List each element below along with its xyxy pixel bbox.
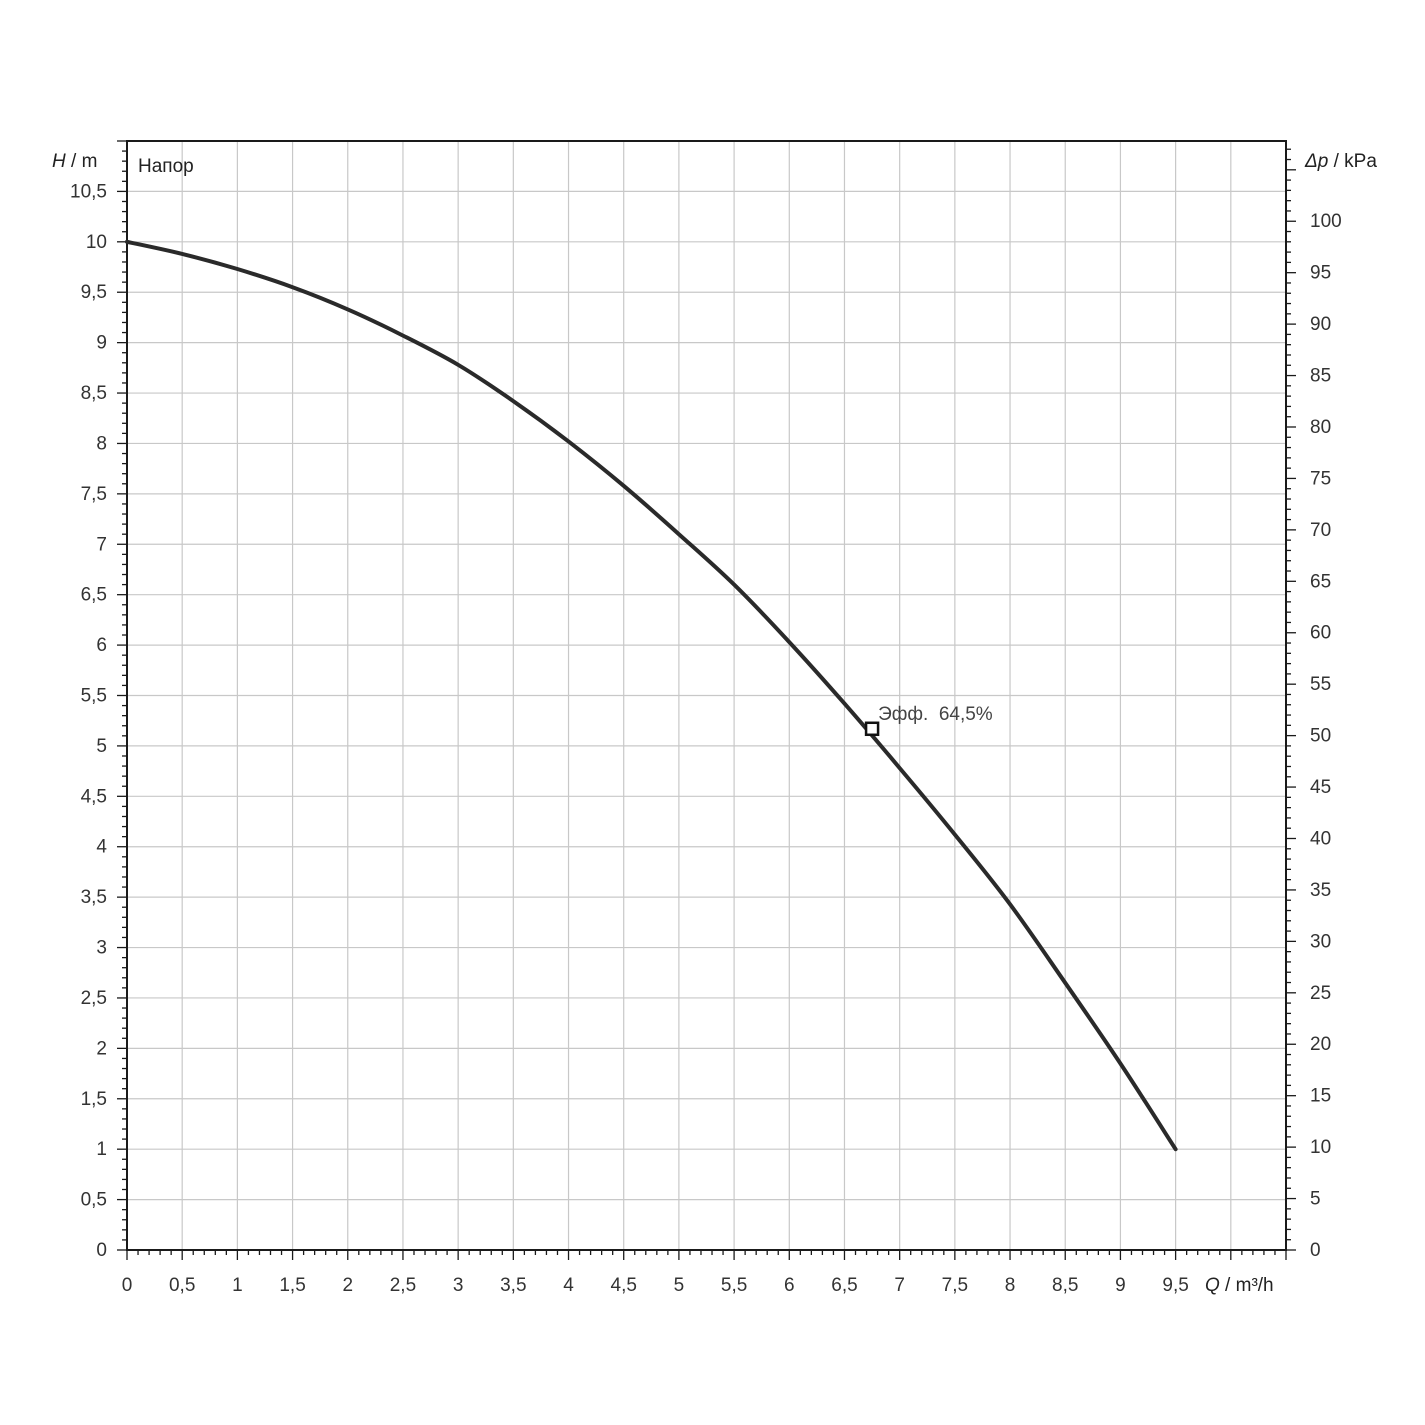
y-right-tick-label: 50 [1310, 726, 1331, 747]
x-tick-label: 7,5 [942, 1275, 968, 1296]
y-left-tick-label: 3,5 [81, 887, 107, 908]
grid [127, 141, 1286, 1250]
y-left-tick-label: 2,5 [81, 988, 107, 1009]
y-left-tick-label: 10,5 [70, 181, 107, 202]
y-right-tick-label: 70 [1310, 520, 1331, 541]
y-right-tick-label: 40 [1310, 828, 1331, 849]
y-right-tick-label: 5 [1310, 1189, 1321, 1210]
y-right-tick-label: 25 [1310, 983, 1331, 1004]
y-right-tick-label: 45 [1310, 777, 1331, 798]
y-right-tick-label: 20 [1310, 1034, 1331, 1055]
x-tick-label: 4 [563, 1275, 574, 1296]
y-right-tick-label: 90 [1310, 314, 1331, 335]
x-tick-label: 8,5 [1052, 1275, 1078, 1296]
y-left-tick-label: 7,5 [81, 484, 107, 505]
y-left-tick-label: 4 [96, 837, 107, 858]
y-right-tick-label: 75 [1310, 468, 1331, 489]
x-tick-label: 2,5 [390, 1275, 416, 1296]
y-left-tick-label: 5 [96, 736, 107, 757]
y-right-tick-label: 100 [1310, 211, 1342, 232]
y-right-tick-label: 55 [1310, 674, 1331, 695]
y-left-tick-label: 5,5 [81, 686, 107, 707]
y-left-axis-label: H / m [52, 151, 97, 172]
x-tick-label: 6 [784, 1275, 795, 1296]
y-left-tick-label: 9,5 [81, 282, 107, 303]
y-right-tick-label: 85 [1310, 366, 1331, 387]
y-left-tick-label: 6 [96, 635, 107, 656]
x-tick-label: 0,5 [169, 1275, 195, 1296]
x-tick-label: 9,5 [1162, 1275, 1188, 1296]
y-right-axis-label: Δp / kPa [1304, 151, 1377, 172]
y-left-tick-label: 10 [86, 232, 107, 253]
curve-layer [125, 239, 1178, 1152]
y-left-tick-label: 7 [96, 534, 107, 555]
x-tick-label: 3,5 [500, 1275, 526, 1296]
x-tick-label: 3 [453, 1275, 464, 1296]
y-right-tick-label: 30 [1310, 931, 1331, 952]
axis-tick-labels: 0 0,5 1 1,5 2 2,5 3 3,5 4 4,5 5 5,5 6 6,5 7 7,5 8 8,5 9 9,5… [70, 181, 1342, 1296]
y-left-tick-label: 9 [96, 333, 107, 354]
y-right-tick-label: 60 [1310, 623, 1331, 644]
y-right-tick-label: 65 [1310, 571, 1331, 592]
x-tick-label: 1,5 [279, 1275, 305, 1296]
x-tick-label: 6,5 [831, 1275, 857, 1296]
efficiency-annotation: Эфф. 64,5% [878, 704, 993, 725]
y-left-tick-label: 1,5 [81, 1089, 107, 1110]
axis-ticks [117, 140, 1296, 1260]
x-tick-label: 5,5 [721, 1275, 747, 1296]
y-left-tick-label: 4,5 [81, 786, 107, 807]
y-right-tick-label: 35 [1310, 880, 1331, 901]
y-left-tick-label: 2 [96, 1038, 107, 1059]
y-left-tick-label: 0 [96, 1240, 107, 1261]
y-left-tick-label: 1 [96, 1139, 107, 1160]
x-tick-label: 1 [232, 1275, 243, 1296]
y-left-tick-label: 3 [96, 938, 107, 959]
y-left-tick-label: 8 [96, 433, 107, 454]
efficiency-point-marker [864, 721, 880, 737]
x-tick-label: 0 [122, 1275, 133, 1296]
y-right-tick-label: 0 [1310, 1240, 1321, 1261]
y-right-tick-label: 15 [1310, 1086, 1331, 1107]
y-right-tick-label: 95 [1310, 263, 1331, 284]
x-tick-label: 4,5 [611, 1275, 637, 1296]
y-right-tick-label: 10 [1310, 1137, 1331, 1158]
head-curve-line [125, 239, 1178, 1152]
x-axis-label: Q / m³/h [1205, 1275, 1274, 1296]
x-tick-label: 8 [1005, 1275, 1016, 1296]
x-tick-label: 2 [342, 1275, 353, 1296]
y-left-tick-label: 6,5 [81, 585, 107, 606]
x-tick-label: 5 [674, 1275, 685, 1296]
x-tick-label: 7 [894, 1275, 905, 1296]
y-right-tick-label: 80 [1310, 417, 1331, 438]
x-tick-label: 9 [1115, 1275, 1126, 1296]
legend-label: Напор [138, 156, 194, 177]
y-left-tick-label: 8,5 [81, 383, 107, 404]
y-left-tick-label: 0,5 [81, 1190, 107, 1211]
